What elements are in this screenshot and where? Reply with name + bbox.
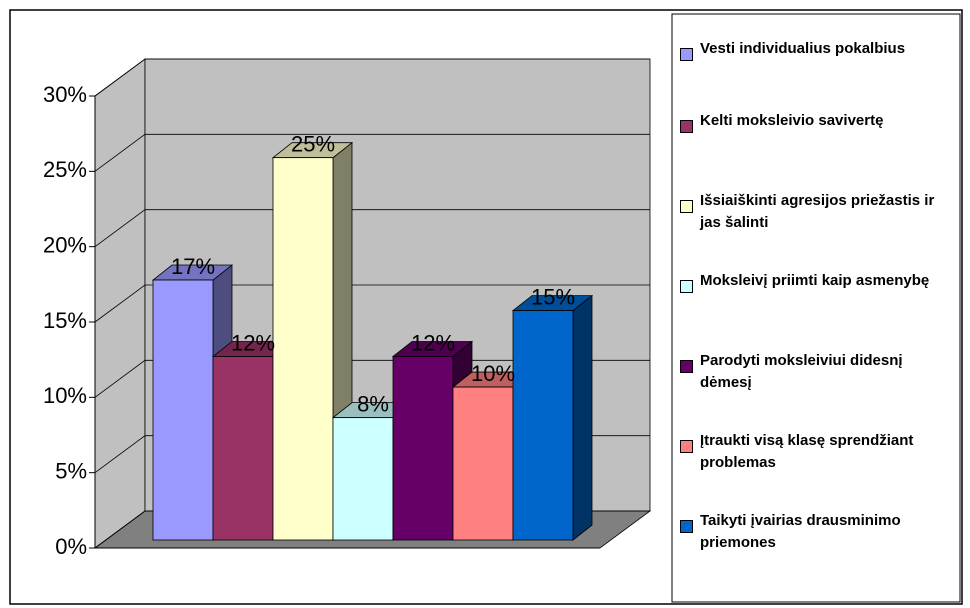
legend-label: Vesti individualius pokalbius <box>700 40 906 57</box>
y-tick-label: 0% <box>55 534 87 559</box>
grid-line <box>94 284 650 323</box>
y-tick-label: 15% <box>43 308 87 333</box>
grid-line <box>94 58 650 97</box>
legend-label: Kelti moksleivio savivertę <box>700 112 884 129</box>
bar <box>332 417 394 541</box>
legend-swatch <box>680 280 693 293</box>
data-label: 8% <box>357 391 389 416</box>
legend-label: Taikyti įvairias drausminimo priemones <box>700 512 901 551</box>
legend-swatch <box>680 440 693 453</box>
grid-line <box>94 359 650 398</box>
legend-swatch <box>680 520 693 533</box>
grid-line <box>94 133 650 172</box>
legend-label: Moksleivį priimti kaip asmenybę <box>700 272 930 289</box>
legend-swatch <box>680 200 693 213</box>
bar <box>272 157 334 541</box>
grid-line <box>94 209 650 247</box>
legend-label: Įtraukti visą klasę sprendžiant problema… <box>700 432 914 471</box>
legend-label: Parodyti moksleiviui didesnį dėmesį <box>700 352 903 391</box>
data-label: 12% <box>411 330 455 355</box>
y-tick-label: 25% <box>43 157 87 182</box>
y-tick-label: 10% <box>43 383 87 408</box>
legend-swatch <box>680 360 693 373</box>
y-tick-label: 30% <box>43 82 87 107</box>
legend-swatch <box>680 120 693 133</box>
legend-label: Išsiaiškinti agresijos priežastis ir jas… <box>700 192 935 231</box>
bar <box>152 279 214 541</box>
bar <box>392 356 454 541</box>
y-tick-label: 20% <box>43 232 87 257</box>
data-label: 12% <box>231 330 275 355</box>
bar <box>512 310 574 541</box>
bar-side <box>572 294 593 541</box>
legend-swatch <box>680 48 693 61</box>
y-tick-label: 5% <box>55 458 87 483</box>
data-label: 25% <box>291 131 335 156</box>
data-label: 10% <box>471 361 515 386</box>
bar <box>212 356 274 541</box>
data-label: 17% <box>171 254 215 279</box>
legend-box <box>671 13 961 603</box>
bar <box>452 386 514 541</box>
data-label: 15% <box>531 284 575 309</box>
